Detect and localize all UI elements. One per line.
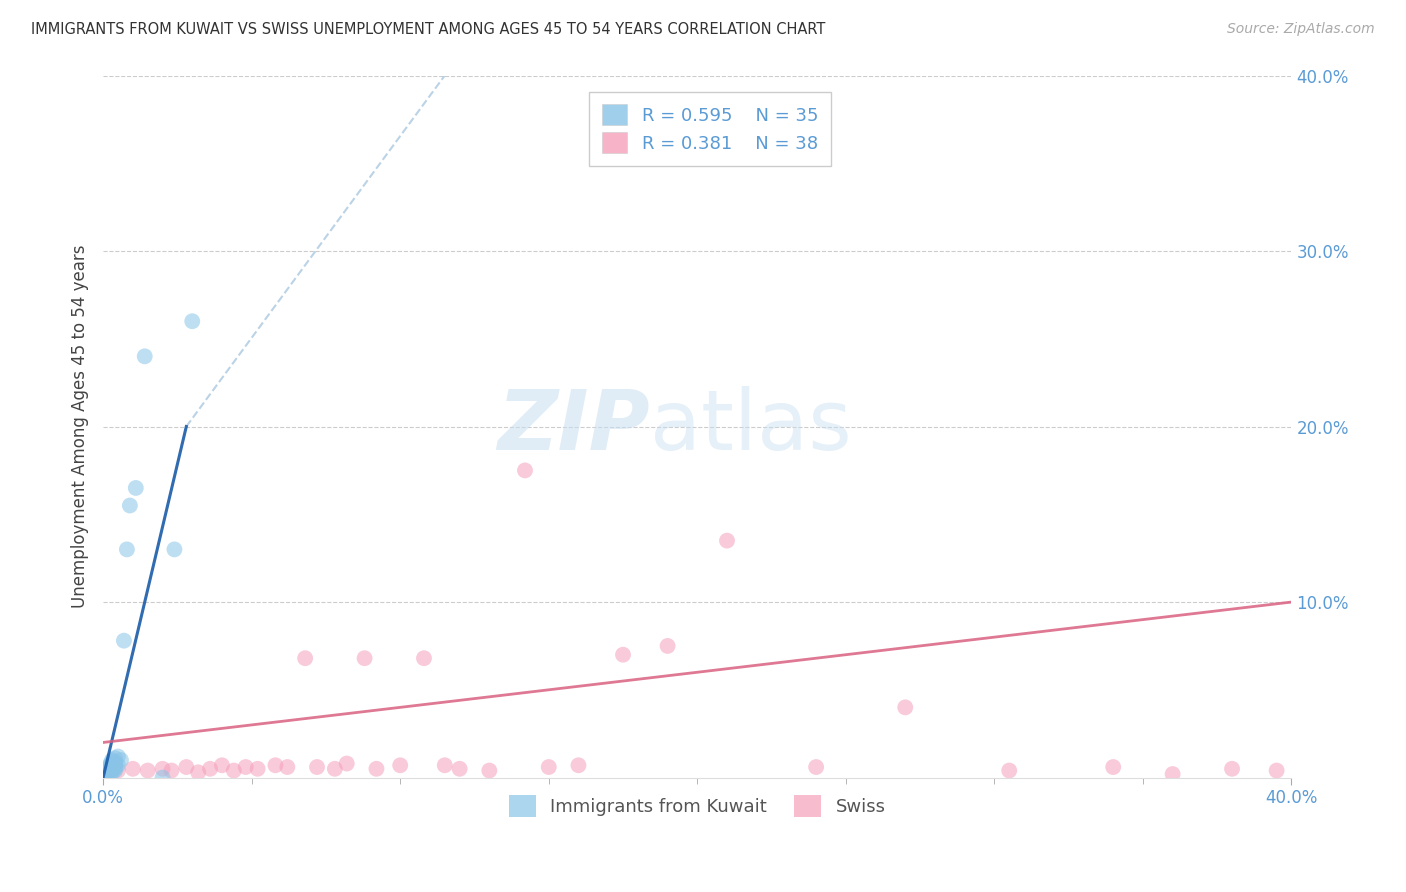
Point	[366, 762, 388, 776]
Point	[612, 648, 634, 662]
Point	[413, 651, 436, 665]
Point	[101, 758, 124, 772]
Point	[104, 756, 127, 771]
Point	[264, 758, 287, 772]
Point	[657, 639, 679, 653]
Point	[101, 755, 124, 769]
Point	[107, 764, 129, 778]
Point	[998, 764, 1021, 778]
Point	[433, 758, 456, 772]
Point	[353, 651, 375, 665]
Point	[101, 765, 124, 780]
Point	[152, 762, 174, 776]
Point	[94, 765, 117, 780]
Point	[94, 764, 117, 778]
Point	[176, 760, 198, 774]
Point	[104, 751, 127, 765]
Point	[134, 349, 156, 363]
Text: IMMIGRANTS FROM KUWAIT VS SWISS UNEMPLOYMENT AMONG AGES 45 TO 54 YEARS CORRELATI: IMMIGRANTS FROM KUWAIT VS SWISS UNEMPLOY…	[31, 22, 825, 37]
Point	[107, 758, 129, 772]
Point	[1265, 764, 1288, 778]
Point	[115, 542, 138, 557]
Point	[198, 762, 221, 776]
Point	[513, 463, 536, 477]
Point	[187, 765, 209, 780]
Point	[163, 542, 186, 557]
Point	[894, 700, 917, 714]
Point	[101, 762, 124, 776]
Point	[104, 764, 127, 778]
Point	[160, 764, 183, 778]
Point	[294, 651, 316, 665]
Point	[121, 762, 143, 776]
Point	[1220, 762, 1243, 776]
Point	[104, 762, 127, 776]
Point	[478, 764, 501, 778]
Point	[98, 764, 121, 778]
Point	[104, 758, 127, 772]
Point	[323, 762, 346, 776]
Point	[112, 633, 135, 648]
Point	[1161, 767, 1184, 781]
Point	[104, 760, 127, 774]
Point	[125, 481, 148, 495]
Text: ZIP: ZIP	[498, 386, 650, 467]
Point	[389, 758, 412, 772]
Point	[276, 760, 298, 774]
Point	[98, 765, 121, 780]
Point	[211, 758, 233, 772]
Point	[94, 767, 117, 781]
Point	[98, 762, 121, 776]
Point	[181, 314, 204, 328]
Point	[804, 760, 827, 774]
Point	[235, 760, 257, 774]
Point	[101, 756, 124, 771]
Point	[94, 762, 117, 776]
Point	[101, 764, 124, 778]
Point	[1102, 760, 1125, 774]
Legend: Immigrants from Kuwait, Swiss: Immigrants from Kuwait, Swiss	[502, 789, 893, 825]
Point	[98, 758, 121, 772]
Point	[110, 753, 132, 767]
Point	[101, 760, 124, 774]
Point	[537, 760, 560, 774]
Text: Source: ZipAtlas.com: Source: ZipAtlas.com	[1227, 22, 1375, 37]
Point	[118, 499, 141, 513]
Point	[567, 758, 589, 772]
Point	[107, 749, 129, 764]
Point	[152, 771, 174, 785]
Point	[98, 760, 121, 774]
Point	[101, 753, 124, 767]
Y-axis label: Unemployment Among Ages 45 to 54 years: Unemployment Among Ages 45 to 54 years	[72, 244, 89, 608]
Point	[246, 762, 269, 776]
Point	[305, 760, 328, 774]
Point	[136, 764, 159, 778]
Text: atlas: atlas	[650, 386, 852, 467]
Point	[222, 764, 245, 778]
Point	[716, 533, 738, 548]
Point	[449, 762, 471, 776]
Point	[336, 756, 359, 771]
Point	[104, 755, 127, 769]
